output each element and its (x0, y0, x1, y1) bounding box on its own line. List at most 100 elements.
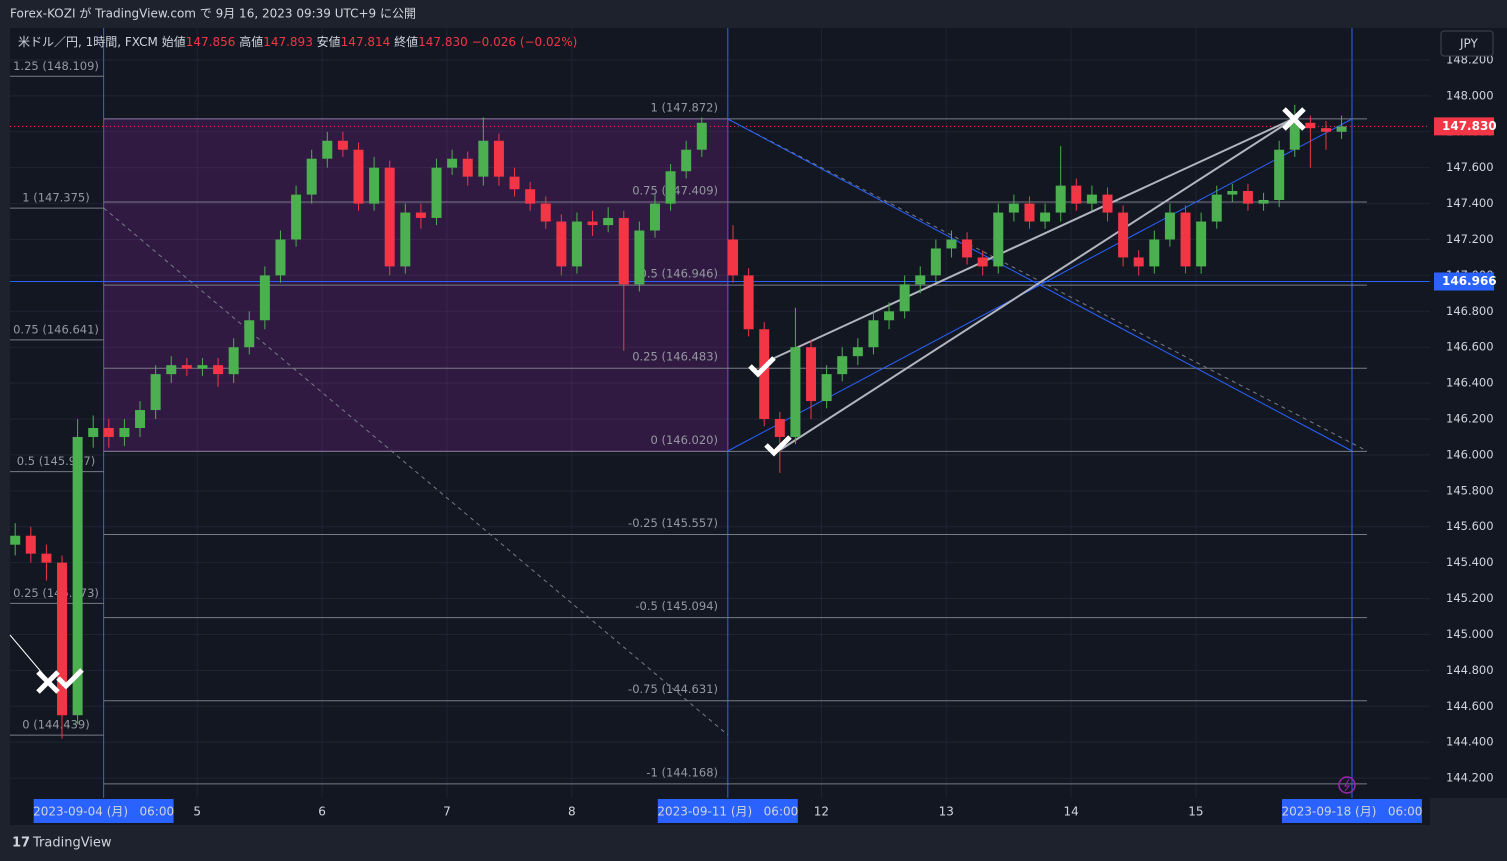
candle-body (774, 419, 785, 437)
candle-body (649, 203, 660, 231)
candle-body (400, 212, 411, 267)
candle-body (213, 365, 224, 375)
currency-label[interactable]: JPY (1459, 37, 1479, 51)
candle-body (244, 320, 255, 348)
y-tick-label: 145.800 (1446, 483, 1494, 497)
fib-label: 0.25 (145.173) (13, 586, 99, 600)
y-tick-label: 144.800 (1446, 663, 1494, 677)
candle-body (540, 203, 551, 222)
x-tick-highlight (657, 799, 798, 823)
candle-body (556, 221, 567, 267)
candle-body (665, 171, 676, 204)
candle-body (275, 239, 286, 276)
fib-label: -0.25 (145.557) (628, 516, 718, 530)
candle-body (291, 194, 302, 240)
y-tick-label: 147.400 (1446, 196, 1494, 210)
fib-label: 0 (144.439) (22, 718, 90, 732)
plot-area (10, 28, 1430, 798)
x-tick-highlight (33, 799, 174, 823)
candle-body (72, 436, 83, 716)
fib-label: 0.5 (145.907) (17, 454, 95, 468)
fib-label: 1 (147.375) (22, 191, 90, 205)
event-icon[interactable] (1338, 776, 1356, 794)
candle-body (977, 257, 988, 267)
candle-body (10, 535, 21, 545)
footer-brand: TradingView (32, 836, 112, 851)
candle-body (587, 221, 598, 226)
candle-body (1118, 212, 1129, 258)
candle-body (634, 230, 645, 285)
legend-label: 終値 (394, 34, 418, 49)
fib-label: 0.25 (146.483) (632, 350, 718, 364)
trend-line (779, 117, 1296, 451)
y-tick-label: 145.400 (1446, 555, 1494, 569)
candle-body (681, 149, 692, 172)
candle-body (415, 212, 426, 218)
legend-value: 147.814 (341, 35, 391, 49)
candle-body (478, 140, 489, 177)
legend: 米ドル／円, 1時間, FXCM 始値147.856 高値147.893 安値1… (18, 34, 577, 49)
y-tick-label: 145.200 (1446, 591, 1494, 605)
check-icon (56, 668, 84, 690)
candle-body (306, 158, 317, 195)
fib-label: 0.75 (146.641) (13, 322, 99, 336)
candle-body (696, 122, 707, 150)
candle-body (1040, 212, 1051, 222)
candle-body (57, 562, 68, 716)
candle-body (447, 158, 458, 168)
candle-body (1086, 194, 1097, 204)
candle-body (821, 374, 832, 402)
fib-label: 0 (146.020) (650, 433, 718, 447)
fib-label: 1 (147.872) (650, 100, 718, 114)
candle-body (322, 140, 333, 159)
fib-label: -1 (144.168) (646, 765, 718, 779)
price-tag (1434, 117, 1494, 136)
x-tick-label: 6 (318, 805, 326, 819)
fib-label: -0.5 (145.094) (635, 599, 718, 613)
y-tick-label: 148.000 (1446, 88, 1494, 102)
candle-body (1102, 194, 1113, 213)
x-tick-label: 5 (193, 805, 201, 819)
candle-body (166, 365, 177, 375)
y-tick-label: 146.400 (1446, 376, 1494, 390)
candle-body (1024, 203, 1035, 222)
candle-body (1336, 126, 1347, 132)
candle-body (493, 140, 504, 177)
candle-body (852, 347, 863, 357)
x-tick-label: 2023-09-04 (月) 06:00 (33, 805, 174, 819)
y-tick-label: 145.600 (1446, 519, 1494, 533)
x-tick-label: 12 (814, 805, 829, 819)
candle-body (135, 410, 146, 428)
trend-line (727, 118, 1353, 452)
candle-body (462, 158, 473, 177)
candle-body (259, 275, 270, 321)
fib-label: 0.5 (146.946) (640, 267, 718, 281)
candle-body (790, 347, 801, 437)
currency-button[interactable] (1440, 30, 1494, 57)
candle-body (384, 167, 395, 267)
trend-line (103, 207, 729, 736)
x-tick-label: 8 (568, 805, 576, 819)
x-tick-label: 13 (939, 805, 954, 819)
candle-body (25, 535, 36, 554)
candle-body (1305, 122, 1316, 129)
legend-change: −0.026 (−0.02%) (472, 35, 578, 49)
candle-body (1320, 128, 1331, 132)
x-tick-label: 7 (443, 805, 451, 819)
event-bolt (1344, 778, 1351, 792)
candle-body (1274, 149, 1285, 200)
fib-label: 1.25 (148.109) (13, 59, 99, 73)
y-tick-label: 147.600 (1446, 160, 1494, 174)
y-tick-label: 146.800 (1446, 304, 1494, 318)
legend-value: 147.830 (418, 35, 468, 49)
candle-body (806, 347, 817, 402)
y-tick-label: 144.200 (1446, 771, 1494, 785)
legend-label: 安値 (317, 34, 341, 49)
trend-line (769, 117, 1296, 361)
candle-body (618, 217, 629, 285)
candle-body (837, 356, 848, 375)
candle-body (353, 149, 364, 204)
y-tick-label: 146.000 (1446, 447, 1494, 461)
check-icon (764, 435, 792, 457)
